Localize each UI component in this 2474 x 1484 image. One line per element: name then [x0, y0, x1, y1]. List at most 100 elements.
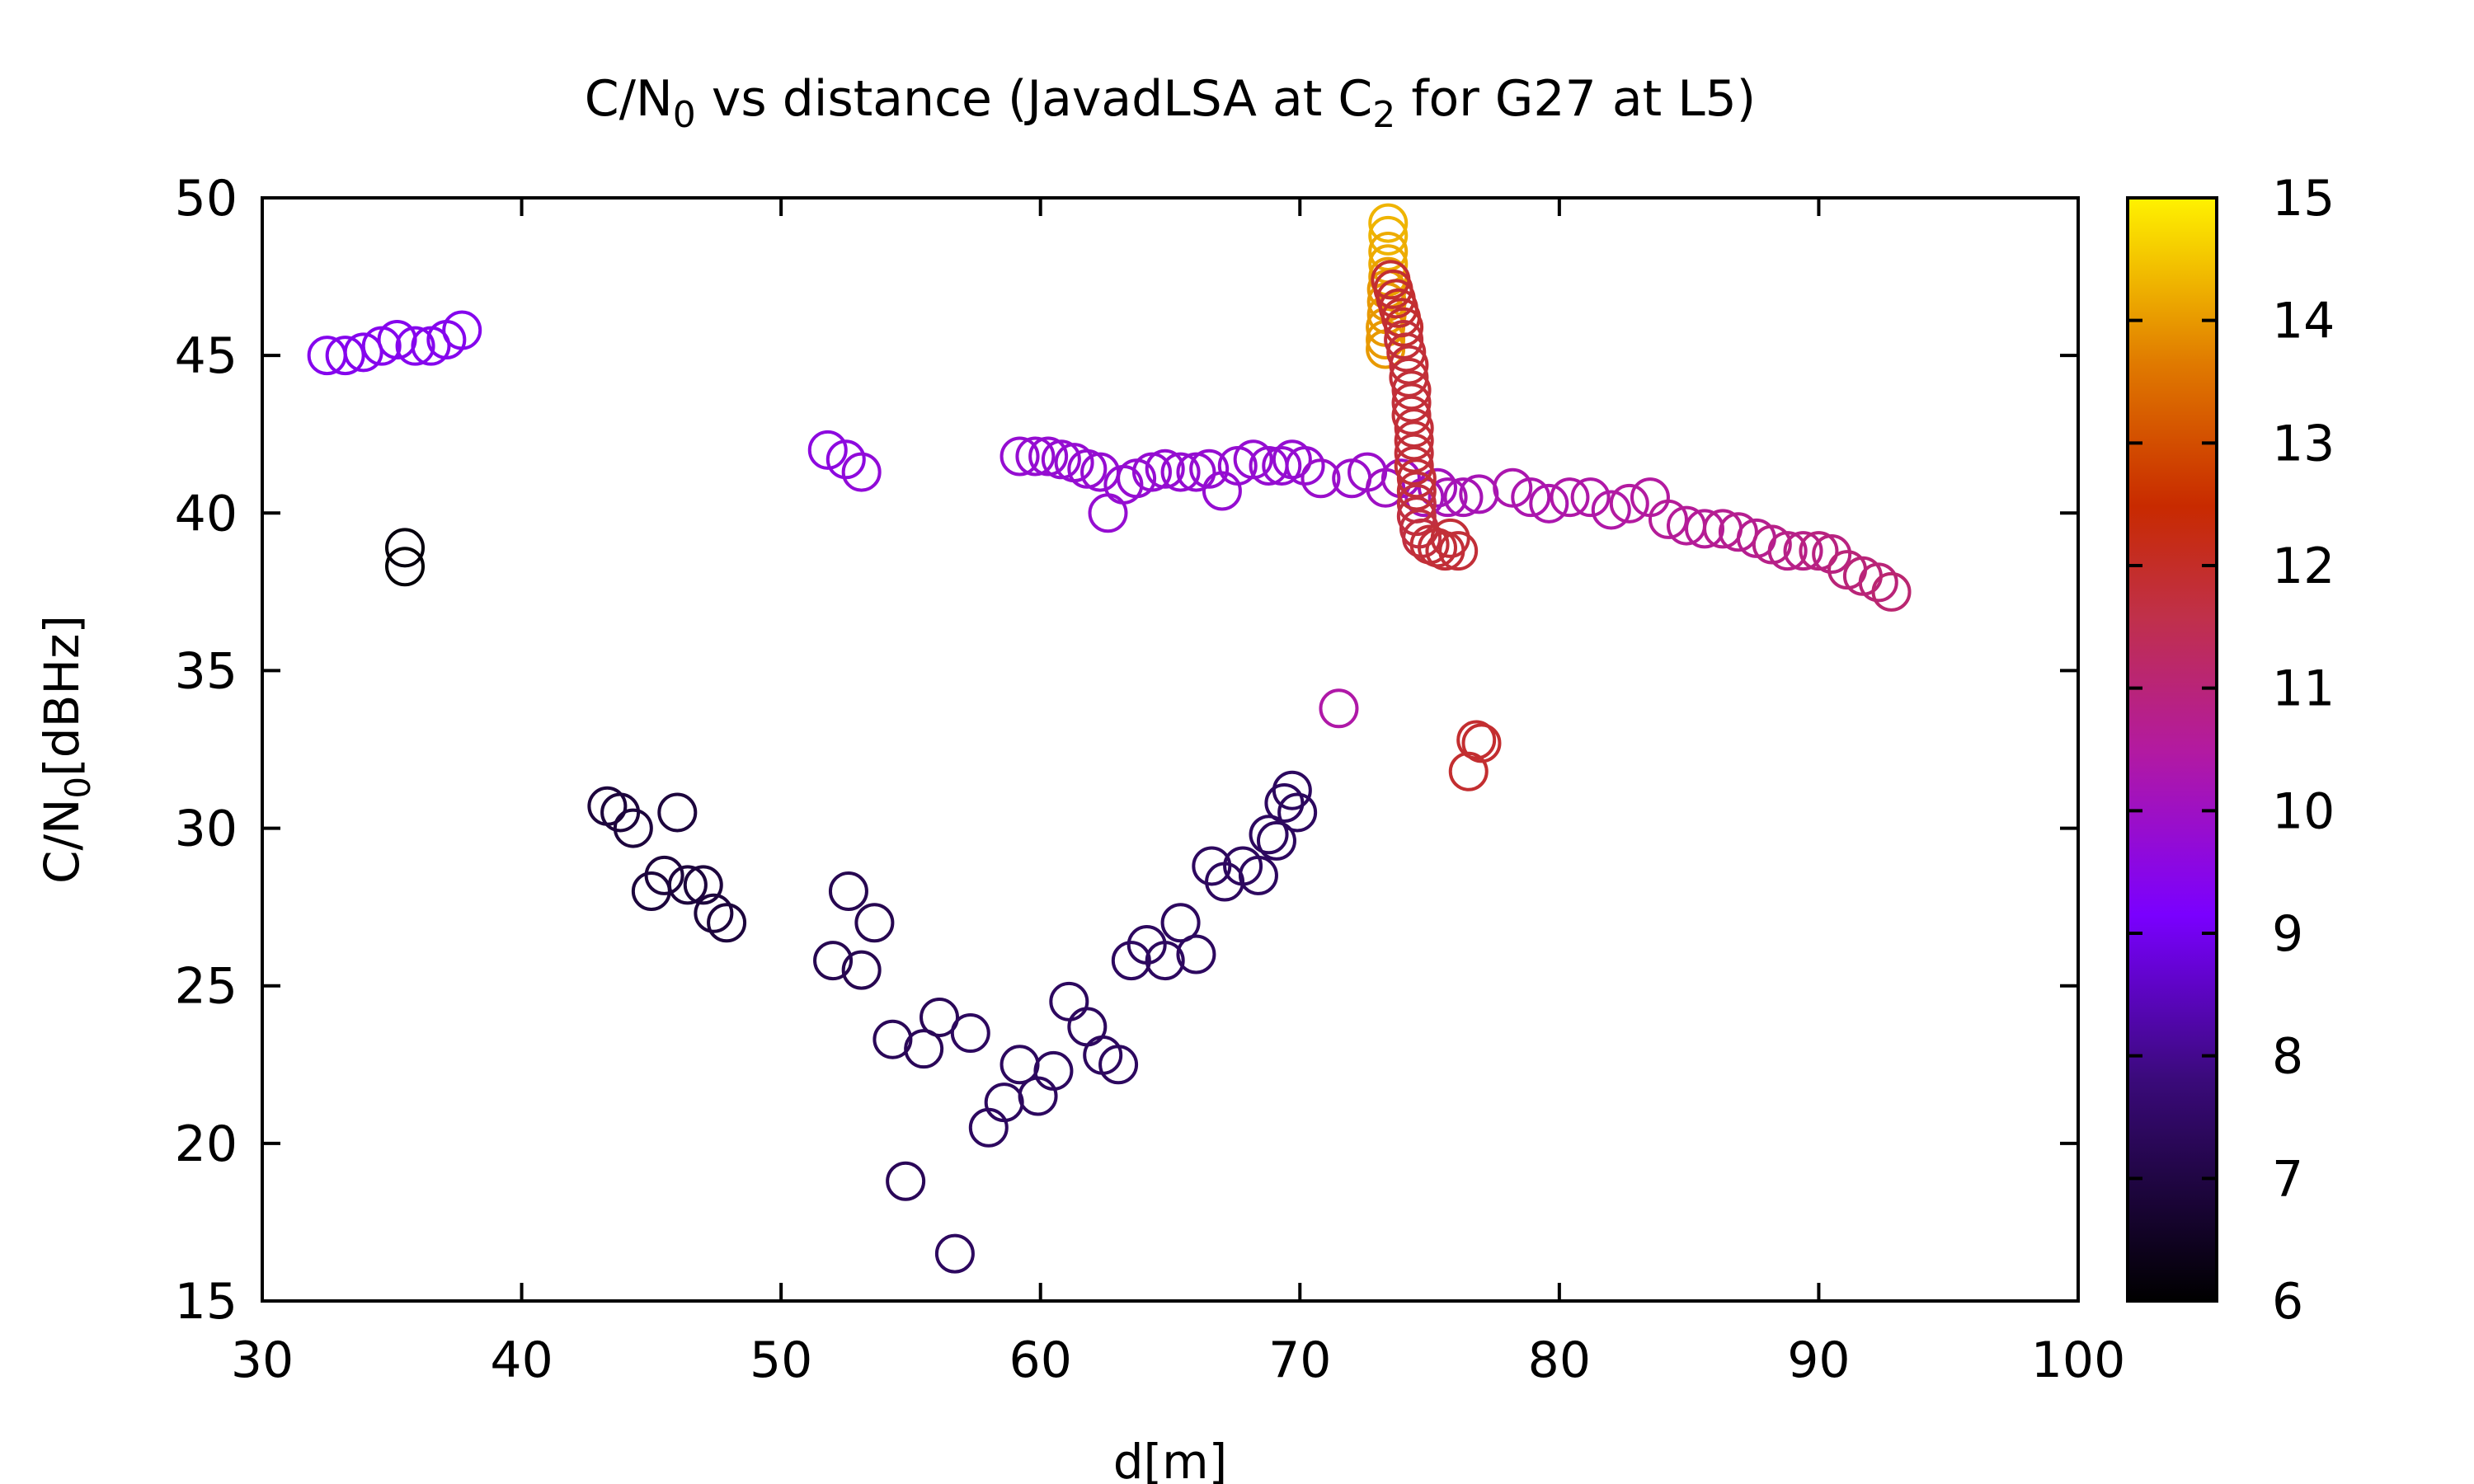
data-point: [1609, 483, 1649, 524]
data-point: [984, 1082, 1024, 1123]
y-tick-label: 25: [175, 958, 238, 1016]
y-axis: 15 20 25 30 35 40 45 50: [175, 170, 2078, 1331]
data-point: [613, 808, 653, 848]
y-axis-label: C/N0[dBHz]: [34, 615, 98, 884]
data-point: [950, 1013, 990, 1054]
data-point: [1394, 433, 1434, 473]
data-point: [1871, 571, 1912, 612]
data-point: [1145, 941, 1185, 981]
colorbar-tick-label: 11: [2272, 660, 2335, 718]
colorbar-tick-label: 14: [2272, 293, 2335, 350]
data-point: [1028, 436, 1069, 477]
data-point: [1456, 720, 1497, 760]
text-part: C/N: [34, 799, 90, 884]
colorbar: [2126, 196, 2218, 1303]
x-tick-label: 80: [1528, 1331, 1591, 1389]
colorbar-tick-label: 7: [2272, 1150, 2303, 1208]
data-point: [1202, 471, 1242, 511]
data-point: [385, 528, 426, 568]
data-point: [1812, 533, 1852, 574]
data-point: [904, 1029, 944, 1069]
data-point: [1386, 332, 1427, 373]
data-point: [1319, 688, 1359, 729]
data-point: [828, 871, 868, 912]
colorbar-tick-label: 12: [2272, 538, 2335, 595]
data-point: [1049, 981, 1089, 1021]
data-point: [1098, 1045, 1139, 1085]
data-point: [1041, 439, 1081, 480]
data-point: [1111, 941, 1151, 981]
x-tick-label: 70: [1268, 1331, 1331, 1389]
data-point: [600, 792, 641, 833]
data-point: [920, 997, 960, 1037]
data-point: [1389, 357, 1429, 397]
data-point: [1570, 477, 1611, 518]
data-point: [813, 941, 854, 981]
data-point: [1858, 562, 1898, 603]
chart-title-text: C/N0 vs distance (JavadLSA at C2 for G27…: [585, 70, 1756, 136]
data-point: [1145, 448, 1185, 489]
data-point: [1272, 770, 1312, 810]
data-point: [1384, 307, 1424, 347]
x-tick-label: 100: [2031, 1331, 2126, 1389]
colorbar-tick-label: 13: [2272, 415, 2335, 472]
colorbar-tick-label: 10: [2272, 782, 2335, 840]
data-point: [1067, 448, 1108, 489]
data-point: [1131, 452, 1172, 492]
y-tick-label: 30: [175, 801, 238, 858]
data-point: [1799, 531, 1839, 571]
data-point: [1550, 477, 1590, 518]
data-point: [1685, 509, 1725, 549]
data-point: [385, 547, 426, 587]
text-part: for G27 at L5): [1395, 70, 1756, 128]
data-points: [307, 203, 1912, 1274]
data-point: [825, 439, 866, 480]
subscript-text: 2: [1372, 94, 1395, 136]
data-point: [1389, 345, 1429, 385]
data-point: [1384, 320, 1424, 360]
data-point: [1160, 903, 1201, 943]
data-point: [1300, 458, 1341, 499]
data-point: [1394, 420, 1434, 461]
data-point: [644, 855, 684, 895]
data-point: [999, 436, 1040, 477]
colorbar-tick-label: 9: [2272, 905, 2303, 963]
data-point: [886, 1161, 926, 1201]
x-tick-label: 60: [1009, 1331, 1072, 1389]
data-point: [1718, 512, 1758, 552]
data-point: [1529, 483, 1569, 524]
data-point: [325, 336, 365, 376]
data-point: [854, 903, 895, 943]
data-point: [1443, 477, 1484, 518]
data-point: [1256, 820, 1296, 861]
subscript-text: 0: [58, 777, 98, 799]
text-part: [dBHz]: [34, 615, 90, 777]
data-point: [1630, 477, 1670, 518]
data-point: [1067, 1007, 1108, 1047]
y-tick-label: 50: [175, 170, 238, 228]
data-point: [1493, 467, 1533, 508]
data-point: [1396, 471, 1437, 511]
data-point: [657, 792, 698, 833]
x-axis-label: d[m]: [1113, 1434, 1228, 1484]
y-tick-label: 40: [175, 485, 238, 542]
data-point: [1391, 370, 1432, 411]
y-tick-label: 35: [175, 642, 238, 700]
data-point: [1394, 445, 1434, 486]
data-point: [1767, 531, 1808, 571]
data-point: [1238, 855, 1278, 895]
x-axis: 30 40 50 60 70 80 90 100: [231, 198, 2125, 1389]
data-point: [1368, 215, 1409, 256]
y-tick-label: 15: [175, 1273, 238, 1331]
data-point: [1511, 477, 1551, 518]
data-point: [1033, 1050, 1074, 1091]
data-point: [968, 1107, 1009, 1148]
y-tick-label: 20: [175, 1115, 238, 1173]
data-point: [1018, 1076, 1058, 1116]
data-point: [1262, 445, 1302, 486]
data-point: [1176, 934, 1216, 974]
text-part: vs distance (JavadLSA at C: [696, 70, 1372, 128]
text-part: C/N: [585, 70, 673, 128]
data-point: [1591, 490, 1631, 530]
data-point: [1368, 203, 1409, 243]
